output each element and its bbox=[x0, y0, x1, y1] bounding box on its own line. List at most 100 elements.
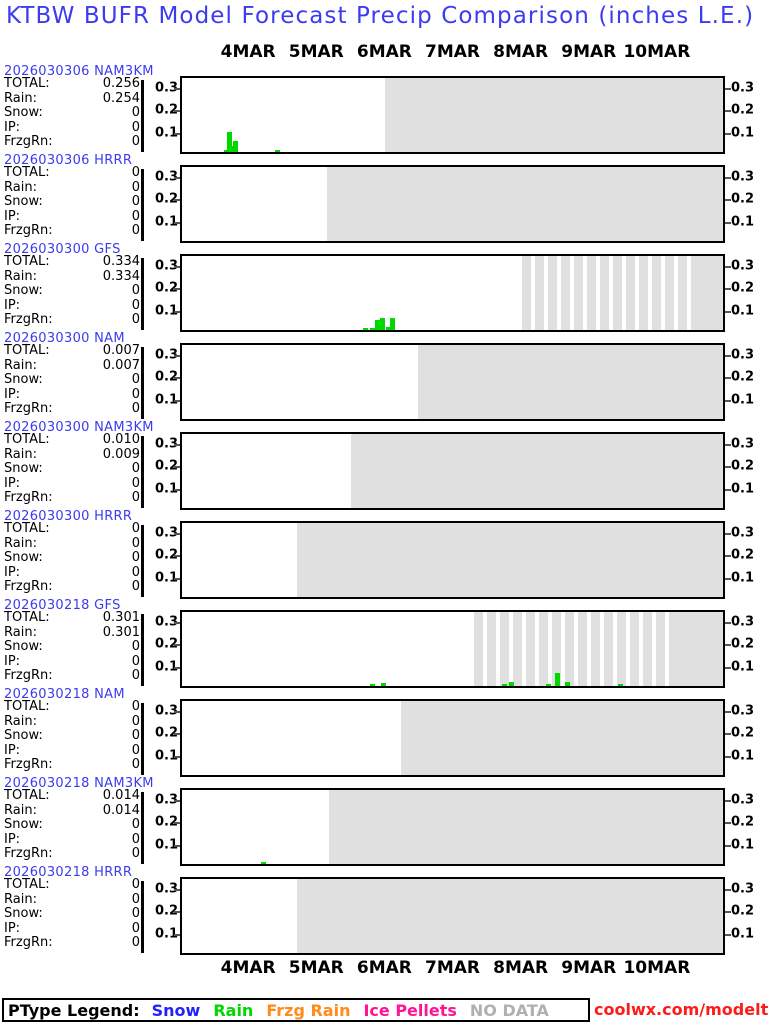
stat-row: Snow: 0 bbox=[4, 373, 140, 388]
stat-row: Snow: 0 bbox=[4, 284, 140, 299]
no-data-region bbox=[698, 256, 723, 330]
y-tick-mark-right bbox=[725, 266, 731, 269]
legend-item-rain: Rain bbox=[213, 1000, 254, 1020]
stats-divider bbox=[141, 347, 144, 419]
xaxis-top-tick-7mar: 7MAR bbox=[425, 42, 480, 62]
y-axis-right: 0.3 0.2 0.1 bbox=[731, 611, 767, 689]
plot-area bbox=[180, 76, 725, 154]
stat-row: TOTAL: 0 bbox=[4, 165, 140, 181]
panel-stats: TOTAL: 0.301 Rain: 0.301 Snow: 0 IP: 0 FrzgRn: 0 bbox=[4, 610, 140, 687]
panel-header: 2026030218 NAM3KM bbox=[4, 776, 154, 791]
y-tick-mark bbox=[174, 132, 180, 135]
precip-bar bbox=[370, 327, 376, 330]
y-tick-label-right: 0.1 bbox=[731, 570, 755, 586]
stat-row: Rain: 0 bbox=[4, 713, 140, 730]
stat-row: Rain: 0.254 bbox=[4, 90, 140, 107]
stat-value: 0 bbox=[131, 639, 140, 655]
plot-area bbox=[180, 165, 725, 243]
y-tick-mark-right bbox=[725, 466, 731, 469]
y-tick-label-right: 0.1 bbox=[731, 748, 755, 764]
xaxis-bottom-tick-10mar: 10MAR bbox=[623, 958, 691, 978]
y-tick-label-right: 0.1 bbox=[731, 214, 755, 230]
forecast-panel: 2026030218 HRRR TOTAL: 0 Rain: 0 Snow: 0 IP: 0 Fr… bbox=[0, 865, 768, 956]
y-tick-label: 0.2 bbox=[154, 547, 178, 563]
stat-value: 0 bbox=[131, 713, 140, 729]
stat-key: Snow: bbox=[4, 550, 43, 566]
y-axis-right: 0.3 0.2 0.1 bbox=[731, 255, 767, 333]
stat-row: TOTAL: 0.010 bbox=[4, 432, 140, 448]
panel-stats: TOTAL: 0 Rain: 0 Snow: 0 IP: 0 FrzgRn: 0 bbox=[4, 699, 140, 776]
stats-divider bbox=[141, 881, 144, 953]
stat-value: 0 bbox=[131, 461, 140, 477]
stat-row: Snow: 0 bbox=[4, 106, 140, 121]
y-tick-label-right: 0.2 bbox=[731, 814, 755, 830]
y-tick-label: 0.1 bbox=[154, 125, 178, 141]
panel-header: 2026030300 HRRR bbox=[4, 509, 133, 524]
stat-value: 0 bbox=[131, 179, 140, 195]
y-tick-mark-right bbox=[725, 800, 731, 803]
legend-item-snow: Snow bbox=[151, 1000, 201, 1020]
y-tick-mark bbox=[174, 88, 180, 91]
stat-row: TOTAL: 0.014 bbox=[4, 788, 140, 804]
precip-bar bbox=[617, 684, 623, 686]
stat-value: 0.254 bbox=[102, 90, 140, 106]
y-tick-mark-right bbox=[725, 555, 731, 558]
y-tick-mark-right bbox=[725, 288, 731, 291]
xaxis-top-tick-6mar: 6MAR bbox=[356, 42, 412, 62]
y-tick-mark-right bbox=[725, 355, 731, 358]
y-tick-mark-right bbox=[725, 221, 731, 224]
y-tick-mark bbox=[174, 466, 180, 469]
stat-row: FrzgRn: 0 bbox=[4, 402, 140, 417]
y-tick-label: 0.3 bbox=[154, 80, 178, 96]
stat-key: Rain: bbox=[4, 90, 37, 106]
precip-bar bbox=[370, 684, 376, 686]
y-tick-mark-right bbox=[725, 844, 731, 847]
stat-row: FrzgRn: 0 bbox=[4, 135, 140, 150]
stat-key: IP: bbox=[4, 386, 21, 402]
y-tick-mark bbox=[174, 288, 180, 291]
stat-row: TOTAL: 0 bbox=[4, 699, 140, 715]
y-tick-mark-right bbox=[725, 88, 731, 91]
stat-key: IP: bbox=[4, 742, 21, 758]
stat-key: TOTAL: bbox=[4, 76, 50, 91]
stat-key: Rain: bbox=[4, 268, 37, 284]
y-tick-mark bbox=[174, 577, 180, 580]
precip-bar bbox=[380, 318, 385, 330]
stat-key: TOTAL: bbox=[4, 788, 50, 803]
y-tick-mark bbox=[174, 711, 180, 714]
stat-value: 0 bbox=[131, 386, 140, 402]
no-data-region bbox=[418, 345, 723, 419]
y-tick-label: 0.1 bbox=[154, 837, 178, 853]
stat-value: 0 bbox=[131, 165, 140, 180]
legend-item-no-data: NO DATA bbox=[469, 1000, 549, 1020]
y-tick-mark-right bbox=[725, 911, 731, 914]
stat-key: FrzgRn: bbox=[4, 668, 53, 684]
stat-key: TOTAL: bbox=[4, 165, 50, 180]
y-tick-mark-right bbox=[725, 199, 731, 202]
y-tick-mark bbox=[174, 199, 180, 202]
stat-row: TOTAL: 0.334 bbox=[4, 254, 140, 270]
stat-key: Snow: bbox=[4, 372, 43, 388]
credit-link[interactable]: coolwx.com/modelts bbox=[594, 1000, 768, 1019]
panel-header: 2026030300 GFS bbox=[4, 242, 121, 257]
no-data-region bbox=[384, 78, 723, 152]
stat-row: Snow: 0 bbox=[4, 729, 140, 744]
panel-stats: TOTAL: 0.256 Rain: 0.254 Snow: 0 IP: 0 FrzgRn: 0 bbox=[4, 76, 140, 153]
y-tick-label: 0.1 bbox=[154, 392, 178, 408]
y-tick-label-right: 0.3 bbox=[731, 80, 755, 96]
y-tick-mark-right bbox=[725, 577, 731, 580]
stat-key: TOTAL: bbox=[4, 610, 50, 625]
stat-key: Rain: bbox=[4, 179, 37, 195]
stat-value: 0 bbox=[131, 935, 140, 951]
y-tick-mark bbox=[174, 666, 180, 669]
page-title: KTBW BUFR Model Forecast Precip Comparis… bbox=[6, 3, 755, 29]
forecast-panel: 2026030300 NAM3KM TOTAL: 0.010 Rain: 0.009 Sn… bbox=[0, 420, 768, 511]
y-tick-mark-right bbox=[725, 132, 731, 135]
stat-value: 0 bbox=[131, 564, 140, 580]
y-tick-label: 0.2 bbox=[154, 903, 178, 919]
precip-bar bbox=[555, 672, 561, 686]
stat-value: 0 bbox=[131, 119, 140, 135]
y-tick-label-right: 0.2 bbox=[731, 725, 755, 741]
y-axis-left: 0.3 0.2 0.1 bbox=[146, 255, 178, 333]
stat-value: 0.301 bbox=[102, 610, 140, 625]
